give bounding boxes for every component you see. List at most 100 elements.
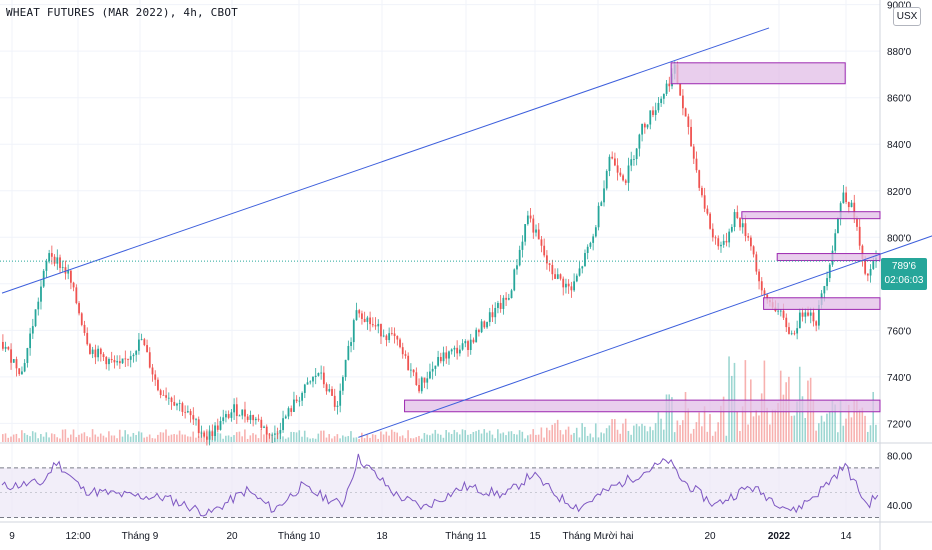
candle-body: [858, 226, 861, 246]
currency-button[interactable]: USX: [893, 7, 921, 26]
volume-bar: [222, 438, 224, 442]
candle-body: [497, 302, 499, 308]
candle: [230, 409, 233, 422]
candle-body: [847, 202, 850, 208]
volume-bar: [170, 434, 173, 442]
price-tick-label: 800'0: [887, 233, 912, 244]
candle-body: [714, 237, 717, 239]
candle: [603, 180, 605, 207]
candle-body: [453, 347, 456, 350]
volume-bar: [714, 431, 717, 442]
volume-bar: [67, 437, 69, 442]
candle: [548, 262, 551, 272]
candle-body: [510, 290, 513, 299]
candle-body: [40, 286, 42, 302]
volume-bar: [834, 404, 836, 442]
volume-bar: [464, 430, 466, 442]
volume-bar: [649, 426, 651, 442]
candle-body: [284, 416, 287, 419]
candle-body: [619, 172, 622, 176]
candle-body: [793, 333, 796, 335]
candle-body: [91, 349, 94, 354]
candle: [339, 383, 342, 413]
candle-body: [796, 328, 799, 334]
volume-bar: [684, 392, 687, 442]
volume-bar: [325, 437, 328, 442]
volume-bar: [350, 431, 352, 442]
candle: [246, 413, 249, 423]
supply-demand-zone: [776, 253, 881, 262]
volume-bar: [546, 427, 548, 442]
candle: [537, 223, 540, 240]
volume-bar: [322, 430, 325, 442]
candle-body: [45, 261, 48, 271]
candle: [159, 388, 162, 399]
rsi-pane: 40.00 80.00: [0, 451, 912, 519]
volume-bar: [53, 434, 56, 442]
volume-bar: [282, 436, 284, 442]
candle-body: [635, 148, 638, 160]
volume-bar: [507, 431, 510, 442]
volume-bar: [312, 438, 314, 442]
candle-body: [211, 431, 214, 437]
candle-body: [420, 377, 423, 392]
candle: [478, 328, 480, 337]
candle: [249, 410, 252, 424]
candle-body: [790, 333, 793, 335]
volume-bar: [575, 427, 578, 442]
candle-body: [535, 229, 537, 233]
volume-bar: [551, 424, 554, 442]
volume-bar: [586, 435, 589, 442]
volume-bar: [573, 432, 575, 442]
volume-bar: [605, 428, 608, 442]
candle-body: [83, 324, 86, 333]
volume-bar: [638, 426, 641, 442]
candle-body: [279, 430, 282, 434]
volume-bar: [91, 429, 94, 442]
volume-bar: [102, 435, 105, 442]
candle-body: [801, 312, 804, 317]
volume-bar: [399, 436, 401, 442]
candle-body: [380, 323, 382, 337]
volume-bar: [804, 418, 806, 442]
candle: [597, 202, 600, 231]
candle: [306, 377, 309, 385]
candle-body: [10, 349, 12, 363]
candle-body: [722, 240, 725, 245]
volume-bar: [760, 393, 763, 442]
volume-bar: [624, 418, 627, 442]
candle: [540, 236, 543, 253]
candle: [801, 307, 804, 322]
candle: [401, 342, 404, 359]
candle: [56, 249, 59, 270]
candle: [505, 292, 507, 306]
volume-bar: [790, 415, 793, 442]
candle: [276, 427, 279, 440]
candle-body: [586, 246, 589, 254]
candle: [567, 279, 570, 294]
price-axis: 720'0740'0760'0780'0800'0820'0840'0860'0…: [887, 1, 912, 431]
candle-body: [554, 274, 556, 279]
volume-bar: [725, 435, 728, 442]
candle-body: [252, 415, 255, 421]
volume-bar: [434, 429, 437, 442]
candle: [562, 276, 565, 296]
candle: [396, 335, 399, 346]
symbol-title: WHEAT FUTURES (MAR 2022), 4h, CBOT: [6, 6, 238, 19]
volume-bar: [415, 437, 418, 442]
candle-body: [140, 339, 143, 341]
volume-bar: [363, 438, 366, 442]
volume-bar: [671, 397, 673, 442]
volume-bar: [872, 391, 874, 442]
candle: [110, 351, 113, 363]
candle: [826, 271, 828, 291]
price-tick-label: 860'0: [887, 94, 912, 105]
volume-bar: [491, 434, 494, 442]
candle: [461, 339, 464, 351]
candle: [195, 417, 197, 426]
candle: [788, 322, 790, 335]
candle-body: [589, 242, 592, 247]
volume-bar: [238, 431, 241, 442]
candle-body: [385, 335, 388, 341]
